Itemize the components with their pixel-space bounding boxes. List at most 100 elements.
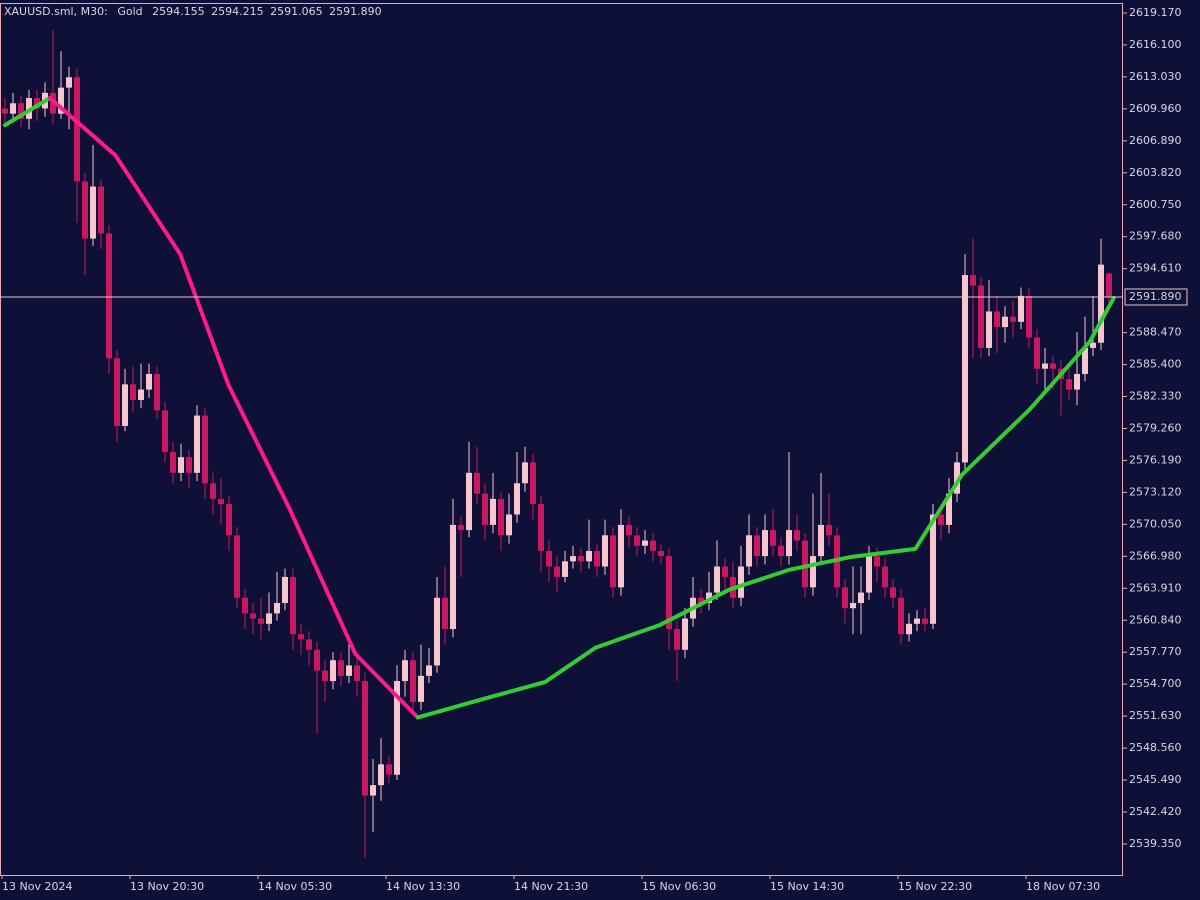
candle-body bbox=[554, 566, 560, 577]
y-tick-label: 2579.260 bbox=[1129, 421, 1182, 434]
candle-body bbox=[362, 681, 368, 796]
candle-body bbox=[586, 550, 592, 562]
candle-body bbox=[994, 311, 1000, 328]
candle-body bbox=[74, 77, 80, 182]
header-open: 2594.155 bbox=[152, 5, 205, 18]
y-tick-label: 2576.190 bbox=[1129, 453, 1182, 466]
candle-body bbox=[434, 597, 440, 666]
candle-body bbox=[394, 681, 400, 775]
candle-body bbox=[778, 545, 784, 557]
y-tick-label: 2545.490 bbox=[1129, 773, 1182, 786]
candle-body bbox=[962, 275, 968, 463]
candle-body bbox=[754, 535, 760, 557]
candle-body bbox=[58, 87, 64, 114]
candle-body bbox=[914, 618, 920, 624]
candle-body bbox=[10, 103, 16, 114]
candle-body bbox=[1090, 342, 1096, 348]
candle-body bbox=[610, 535, 616, 588]
x-tick-label: 14 Nov 05:30 bbox=[258, 880, 332, 893]
trend-line bbox=[415, 295, 1116, 720]
candle-body bbox=[842, 587, 848, 609]
candle-body bbox=[146, 373, 152, 390]
y-tick-label: 2597.680 bbox=[1129, 230, 1182, 243]
candle-body bbox=[474, 472, 480, 494]
candle-body bbox=[682, 618, 688, 650]
plot-border bbox=[0, 3, 1123, 876]
candle-body bbox=[82, 181, 88, 239]
candle-body bbox=[202, 415, 208, 484]
candle-body bbox=[786, 530, 792, 557]
candle-body bbox=[2, 108, 8, 114]
candle-body bbox=[1018, 295, 1024, 322]
x-tick-label: 15 Nov 22:30 bbox=[898, 880, 972, 893]
candle-body bbox=[722, 566, 728, 577]
candle-body bbox=[866, 556, 872, 593]
y-tick-label: 2557.770 bbox=[1129, 645, 1182, 658]
candle-body bbox=[738, 566, 744, 598]
candle-body bbox=[266, 613, 272, 624]
candle-body bbox=[530, 462, 536, 505]
candle-body bbox=[306, 639, 312, 650]
candle-body bbox=[1050, 363, 1056, 369]
candle-body bbox=[618, 524, 624, 588]
candle-body bbox=[154, 373, 160, 411]
candle-body bbox=[66, 77, 72, 88]
candle-body bbox=[594, 550, 600, 567]
candle-body bbox=[210, 483, 216, 499]
y-tick-label: 2600.750 bbox=[1129, 198, 1182, 211]
y-tick-label: 2542.420 bbox=[1129, 805, 1182, 818]
candle-body bbox=[314, 649, 320, 671]
candle-body bbox=[354, 665, 360, 682]
candle-body bbox=[330, 660, 336, 682]
candle-body bbox=[922, 618, 928, 624]
y-tick-label: 2570.050 bbox=[1129, 517, 1182, 530]
candle-body bbox=[562, 561, 568, 577]
candle-body bbox=[490, 498, 496, 525]
candle-body bbox=[762, 530, 768, 557]
candle-body bbox=[826, 524, 832, 536]
candle-body bbox=[874, 556, 880, 567]
candle-body bbox=[242, 597, 248, 614]
description: Gold bbox=[117, 5, 142, 18]
y-tick-label: 2539.350 bbox=[1129, 837, 1182, 850]
candle-body bbox=[234, 535, 240, 598]
x-tick-label: 14 Nov 21:30 bbox=[514, 880, 588, 893]
candle-body bbox=[978, 285, 984, 348]
candle-body bbox=[1074, 373, 1080, 390]
y-tick-label: 2551.630 bbox=[1129, 709, 1182, 722]
candle-body bbox=[90, 186, 96, 239]
candle-body bbox=[658, 550, 664, 557]
x-tick-label: 15 Nov 06:30 bbox=[642, 880, 716, 893]
y-tick-label: 2554.700 bbox=[1129, 677, 1182, 690]
candle-body bbox=[458, 524, 464, 531]
candle-body bbox=[522, 462, 528, 484]
candle-body bbox=[186, 457, 192, 473]
candle-body bbox=[466, 472, 472, 531]
candle-body bbox=[746, 535, 752, 567]
candle-body bbox=[290, 576, 296, 635]
y-tick-label: 2616.100 bbox=[1129, 38, 1182, 51]
candle-body bbox=[906, 623, 912, 635]
last-price-label: 2591.890 bbox=[1129, 290, 1182, 303]
x-tick-label: 15 Nov 14:30 bbox=[770, 880, 844, 893]
candle-body bbox=[1082, 347, 1088, 374]
candle-body bbox=[1026, 295, 1032, 338]
x-tick-label: 18 Nov 07:30 bbox=[1026, 880, 1100, 893]
header-high: 2594.215 bbox=[211, 5, 264, 18]
y-tick-label: 2619.170 bbox=[1129, 6, 1182, 19]
candle-body bbox=[34, 98, 40, 109]
candle-body bbox=[114, 358, 120, 426]
x-tick-label: 13 Nov 20:30 bbox=[130, 880, 204, 893]
candle-body bbox=[930, 514, 936, 624]
candle-body bbox=[810, 556, 816, 588]
candle-body bbox=[674, 628, 680, 650]
candle-body bbox=[1066, 379, 1072, 390]
last-price-box bbox=[1124, 288, 1188, 306]
candle-body bbox=[650, 540, 656, 551]
candle-body bbox=[546, 550, 552, 567]
candle-body bbox=[794, 530, 800, 541]
candle-body bbox=[970, 275, 976, 286]
candle-body bbox=[250, 613, 256, 619]
candle-body bbox=[482, 493, 488, 525]
